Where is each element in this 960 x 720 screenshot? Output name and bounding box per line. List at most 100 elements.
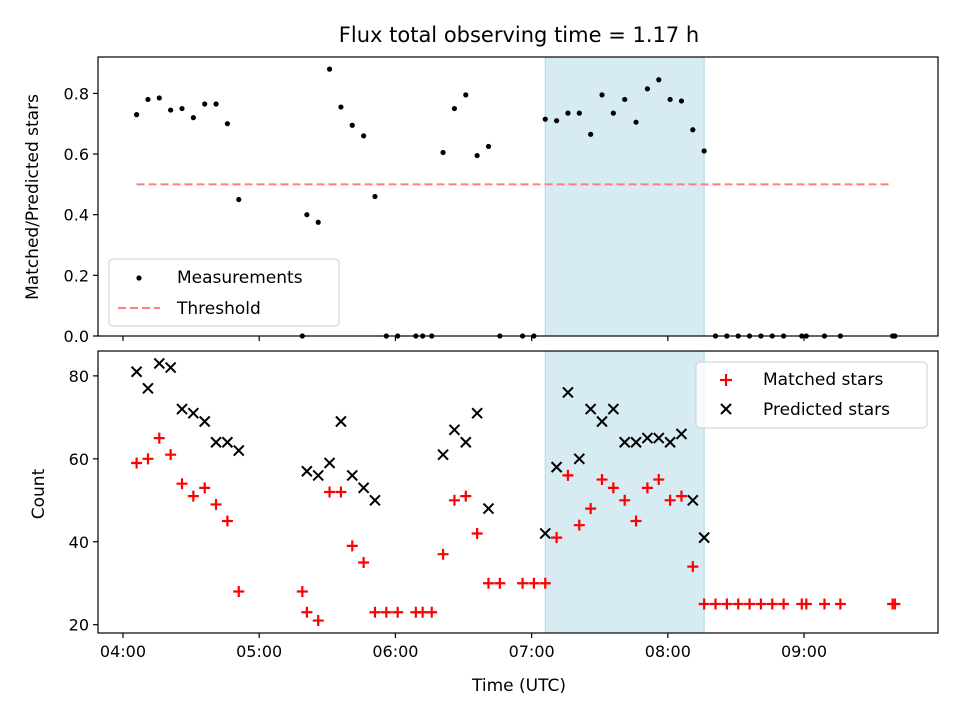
matched-star-point [818, 598, 830, 610]
measurement-point [644, 86, 651, 92]
predicted-star-point [653, 432, 665, 444]
predicted-star-point [482, 502, 495, 515]
matched-star-point [800, 598, 812, 610]
matched-star-point [471, 527, 483, 539]
bottom-y-tick-label: 60 [69, 450, 89, 469]
matched-star-point [889, 598, 901, 610]
matched-star-point [187, 490, 199, 502]
predicted-star-point [142, 382, 154, 395]
top-y-tick-label: 0.6 [64, 145, 89, 164]
matched-star-point [744, 598, 756, 610]
matched-star-point [551, 532, 563, 544]
predicted-star-point [584, 403, 597, 415]
matched-star-point [653, 474, 665, 486]
measurement-point [213, 101, 219, 107]
x-tick-label: 06:00 [372, 642, 418, 661]
legend-predicted-label: Predicted stars [763, 400, 890, 420]
measurement-point [179, 105, 185, 112]
predicted-star-point [221, 436, 234, 448]
matched-star-point [687, 561, 699, 573]
measurement-point [133, 112, 140, 118]
measurement-point [168, 107, 174, 113]
x-tick-label: 08:00 [645, 642, 691, 661]
matched-star-point [721, 598, 733, 610]
matched-star-point [528, 577, 540, 589]
predicted-star-point [187, 407, 200, 419]
legend-matched-label: Matched stars [763, 370, 883, 390]
matched-star-point [710, 598, 722, 610]
predicted-star-point [675, 428, 688, 440]
predicted-star-point [618, 436, 631, 448]
x-tick-label: 07:00 [509, 642, 555, 661]
predicted-star-point [357, 482, 370, 494]
matched-star-point [517, 577, 529, 589]
measurement-point [622, 96, 628, 103]
matched-star-point [619, 494, 631, 506]
matched-star-point [369, 606, 381, 618]
predicted-star-point [153, 357, 166, 370]
measurement-point [588, 131, 594, 137]
matched-star-point [176, 478, 188, 490]
measurement-point [633, 119, 639, 125]
matched-star-point [494, 577, 506, 589]
ratio-panel: 0.00.20.40.60.8 Matched/Predicted stars … [23, 56, 939, 346]
bottom-y-tick-label: 40 [69, 533, 89, 552]
measurement-point [542, 116, 548, 122]
predicted-star-point [448, 424, 461, 436]
x-tick-label: 04:00 [100, 642, 146, 661]
legend-threshold-label: Threshold [176, 299, 261, 319]
matched-star-point [460, 490, 472, 502]
predicted-star-point [550, 461, 563, 473]
matched-star-point [358, 557, 370, 568]
measurement-point [440, 149, 446, 156]
measurement-point [224, 121, 231, 127]
matched-star-point [199, 482, 211, 494]
measurement-point [372, 193, 378, 200]
matched-star-point [698, 598, 710, 610]
matched-star-point [641, 482, 653, 494]
predicted-star-point [369, 494, 381, 507]
predicted-star-point [130, 366, 143, 378]
matched-star-point [131, 457, 143, 469]
matched-star-point [335, 486, 347, 498]
matched-star-point [766, 598, 778, 610]
ratio-legend: Measurements Threshold [108, 258, 340, 327]
matched-star-point [392, 606, 404, 618]
predicted-star-point [233, 444, 245, 457]
matched-star-point [573, 519, 585, 531]
matched-star-point [482, 577, 494, 589]
measurement-point [690, 127, 696, 133]
bottom-y-tick-label: 20 [69, 616, 89, 635]
matched-star-point [153, 432, 165, 444]
matched-star-point [562, 469, 574, 481]
measurement-point [485, 143, 492, 150]
measurement-point [656, 77, 662, 83]
measurement-point [361, 133, 367, 139]
measurement-point [451, 105, 458, 112]
predicted-star-point [641, 432, 654, 444]
predicted-star-point [539, 527, 551, 540]
matched-star-point [426, 606, 438, 618]
count-plot-frame [97, 350, 939, 634]
predicted-star-point [687, 494, 699, 507]
predicted-star-point [323, 457, 336, 469]
count-legend: Matched stars Predicted stars [695, 361, 928, 429]
matched-star-point [296, 586, 308, 598]
predicted-star-point [210, 436, 222, 448]
measurement-point [304, 212, 310, 218]
x-tick-label: 05:00 [236, 642, 282, 661]
x-axis-label: Time (UTC) [471, 676, 566, 696]
measurement-point [565, 110, 571, 116]
legend-predicted-marker [720, 403, 732, 415]
matched-star-point [165, 449, 177, 461]
matched-star-point [539, 577, 551, 589]
measurement-point [315, 219, 321, 225]
top-y-tick-label: 0.4 [64, 206, 89, 225]
matched-star-point [210, 498, 222, 510]
ratio-plot-frame [97, 56, 939, 337]
measurement-point [667, 96, 673, 103]
measurement-point [202, 101, 208, 107]
matched-star-point [755, 598, 767, 610]
matched-star-point [448, 494, 460, 506]
